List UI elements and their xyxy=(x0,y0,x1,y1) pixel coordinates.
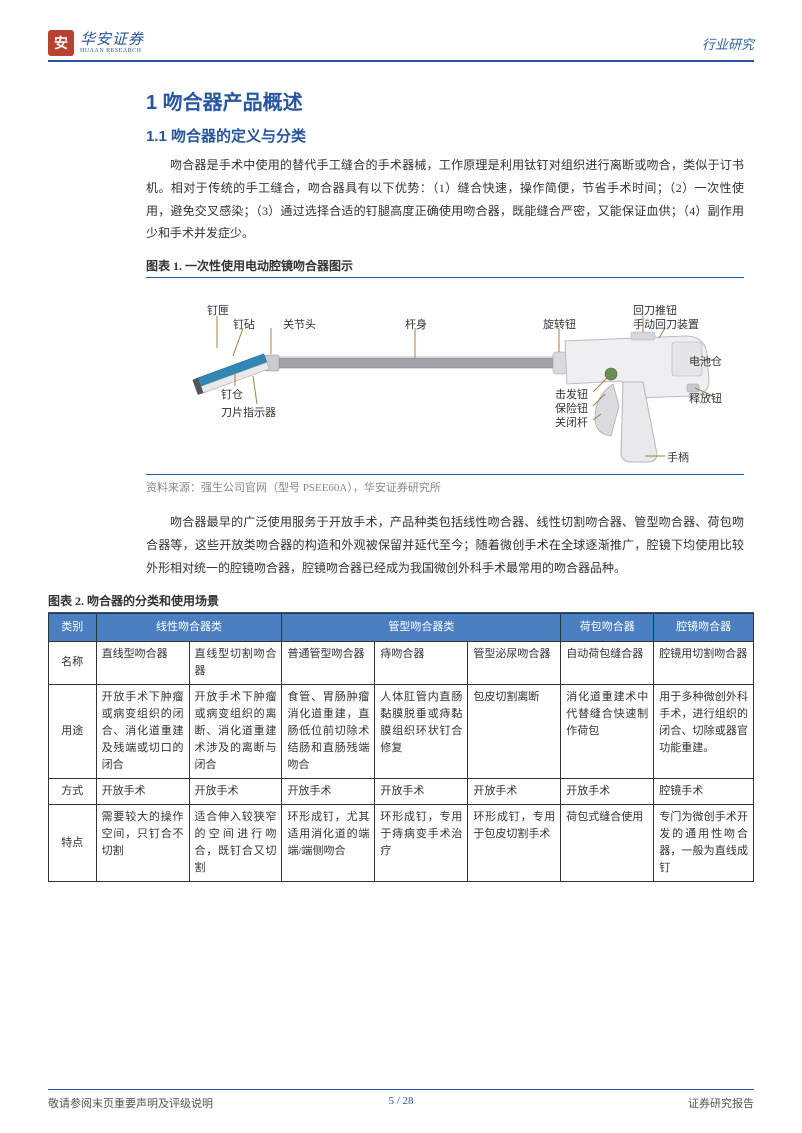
paragraph-2: 吻合器最早的广泛使用服务于开放手术，产品种类包括线性吻合器、线性切割吻合器、管型… xyxy=(146,511,744,579)
table-2-title: 图表 2. 吻合器的分类和使用场景 xyxy=(48,592,754,613)
section-heading-1: 1 吻合器产品概述 xyxy=(146,86,744,115)
th-endo: 腔镜吻合器 xyxy=(654,613,754,641)
cell: 开放手术 xyxy=(282,778,375,804)
figure-1: 钉匣 钉砧 关节头 杆身 旋转钮 回刀推钮 手动回刀装置 钉仓 刀片指示器 击发… xyxy=(146,286,744,468)
cell: 开放手术 xyxy=(375,778,468,804)
table-row: 名称 直线型吻合器 直线型切割吻合器 普通管型吻合器 痔吻合器 管型泌尿吻合器 … xyxy=(49,641,754,684)
footer-left: 敬请参阅末页重要声明及评级说明 xyxy=(48,1095,213,1111)
row-use-label: 用途 xyxy=(49,684,97,778)
label-battery: 电池仓 xyxy=(689,353,722,369)
logo-mark-icon: 安 xyxy=(48,30,74,56)
cell: 痔吻合器 xyxy=(375,641,468,684)
cell: 适合伸入较狭窄的空间进行吻合，既钉合又切割 xyxy=(189,805,282,882)
cell: 荷包式缝合使用 xyxy=(561,805,654,882)
table-row: 用途 开放手术下肿瘤或病变组织的闭合、消化道重建及残端或切口的闭合 开放手术下肿… xyxy=(49,684,754,778)
table-row: 方式 开放手术 开放手术 开放手术 开放手术 开放手术 开放手术 腔镜手术 xyxy=(49,778,754,804)
label-rotate: 旋转钮 xyxy=(543,316,576,332)
logo-en: HUAAN RESEARCH xyxy=(80,48,144,54)
cell: 需要较大的操作空间，只钉合不切割 xyxy=(96,805,189,882)
cell: 专门为微创手术开发的通用性吻合器，一般为直线成钉 xyxy=(654,805,754,882)
header-category: 行业研究 xyxy=(702,34,754,53)
th-linear: 线性吻合器类 xyxy=(96,613,282,641)
label-blade-indicator: 刀片指示器 xyxy=(221,404,276,420)
label-close-lever: 关闭杆 xyxy=(555,414,588,430)
cell: 管型泌尿吻合器 xyxy=(468,641,561,684)
footer-right: 证券研究报告 xyxy=(688,1095,754,1111)
classification-table: 类别 线性吻合器类 管型吻合器类 荷包吻合器 腔镜吻合器 名称 直线型吻合器 直… xyxy=(48,613,754,883)
cell: 腔镜用切割吻合器 xyxy=(654,641,754,684)
cell: 开放手术 xyxy=(468,778,561,804)
row-feat-label: 特点 xyxy=(49,805,97,882)
cell: 环形成钉，专用于包皮切割手术 xyxy=(468,805,561,882)
cell: 直线型切割吻合器 xyxy=(189,641,282,684)
cell: 环形成钉，尤其适用消化道的端端/端侧吻合 xyxy=(282,805,375,882)
label-manual-return: 手动回刀装置 xyxy=(633,316,699,332)
cell: 食管、胃肠肿瘤消化道重建，直肠低位前切除术结肠和直肠残端吻合 xyxy=(282,684,375,778)
label-joint: 关节头 xyxy=(283,316,316,332)
row-name-label: 名称 xyxy=(49,641,97,684)
th-tubular: 管型吻合器类 xyxy=(282,613,561,641)
label-dingzhen: 钉砧 xyxy=(233,316,255,332)
table-row: 特点 需要较大的操作空间，只钉合不切割 适合伸入较狭窄的空间进行吻合，既钉合又切… xyxy=(49,805,754,882)
logo: 安 华安证券 HUAAN RESEARCH xyxy=(48,30,144,56)
row-method-label: 方式 xyxy=(49,778,97,804)
cell: 腔镜手术 xyxy=(654,778,754,804)
th-purse: 荷包吻合器 xyxy=(561,613,654,641)
cell: 开放手术下肿瘤或病变组织的闭合、消化道重建及残端或切口的闭合 xyxy=(96,684,189,778)
label-shaft: 杆身 xyxy=(405,316,427,332)
cell: 自动荷包缝合器 xyxy=(561,641,654,684)
cell: 开放手术 xyxy=(96,778,189,804)
label-dingxia: 钉匣 xyxy=(207,302,229,318)
cell: 普通管型吻合器 xyxy=(282,641,375,684)
table-header-row: 类别 线性吻合器类 管型吻合器类 荷包吻合器 腔镜吻合器 xyxy=(49,613,754,641)
cell: 用于多种微创外科手术，进行组织的闭合、切除或器官功能重建。 xyxy=(654,684,754,778)
cell: 环形成钉，专用于痔病变手术治疗 xyxy=(375,805,468,882)
cell: 开放手术 xyxy=(189,778,282,804)
section-heading-1-1: 1.1 吻合器的定义与分类 xyxy=(146,125,744,146)
cell: 开放手术下肿瘤或病变组织的离断、消化道重建术涉及的离断与闭合 xyxy=(189,684,282,778)
page-footer: 敬请参阅末页重要声明及评级说明 5 / 28 证券研究报告 xyxy=(48,1089,754,1111)
cell: 包皮切割离断 xyxy=(468,684,561,778)
cell: 人体肛管内直肠黏膜脱垂或痔黏膜组织环状钉合修复 xyxy=(375,684,468,778)
paragraph-1: 吻合器是手术中使用的替代手工缝合的手术器械，工作原理是利用钛钉对组织进行离断或吻… xyxy=(146,154,744,245)
label-release: 释放钮 xyxy=(689,390,722,406)
figure-1-source: 资料来源：强生公司官网（型号 PSEE60A），华安证券研究所 xyxy=(146,474,744,495)
label-cartridge: 钉仓 xyxy=(221,386,243,402)
page-header: 安 华安证券 HUAAN RESEARCH 行业研究 xyxy=(48,30,754,62)
figure-1-title: 图表 1. 一次性使用电动腔镜吻合器图示 xyxy=(146,257,744,278)
cell: 消化道重建术中代替缝合快速制作荷包 xyxy=(561,684,654,778)
logo-cn: 华安证券 xyxy=(80,33,144,48)
footer-page-number: 5 / 28 xyxy=(388,1095,413,1107)
cell: 开放手术 xyxy=(561,778,654,804)
label-handle: 手柄 xyxy=(667,449,689,465)
th-category: 类别 xyxy=(49,613,97,641)
cell: 直线型吻合器 xyxy=(96,641,189,684)
